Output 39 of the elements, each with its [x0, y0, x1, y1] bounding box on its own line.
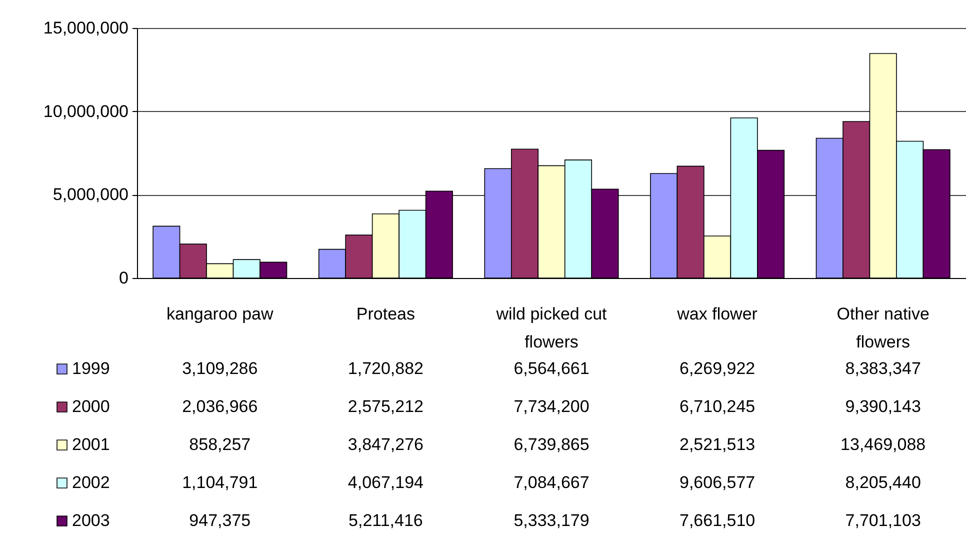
y-tick-label: 0 [119, 268, 128, 288]
data-label: 7,084,667 [514, 473, 590, 492]
x-tick-label: Other native flowers [836, 304, 930, 352]
data-label: 1,104,791 [182, 473, 258, 492]
x-tick-label: kangaroo paw [166, 304, 274, 324]
data-label: 1,720,882 [348, 359, 424, 378]
x-tick-label: Proteas [356, 304, 415, 324]
data-label: 6,710,245 [679, 397, 756, 416]
data-label: 5,333,179 [514, 511, 590, 530]
data-label: 947,375 [189, 511, 251, 530]
y-tick-label: 10,000,000 [43, 102, 128, 121]
data-label: 8,383,347 [845, 359, 921, 378]
data-label: 7,661,510 [679, 511, 756, 530]
data-label: 4,067,194 [348, 473, 424, 492]
data-label: 858,257 [189, 435, 251, 454]
y-tick-label: 5,000,000 [52, 185, 128, 204]
data-label: 3,109,286 [182, 359, 258, 378]
legend-label: 2002 [72, 473, 110, 492]
data-label: 3,847,276 [348, 435, 424, 454]
data-label: 2,521,513 [679, 435, 756, 454]
legend-label: 1999 [72, 359, 110, 378]
legend-label: 2001 [72, 435, 110, 454]
data-label: 6,564,661 [514, 359, 590, 378]
data-label: 7,701,103 [845, 511, 921, 530]
data-label: 9,606,577 [679, 473, 756, 492]
data-label: 8,205,440 [845, 473, 921, 492]
data-label: 2,575,212 [348, 397, 424, 416]
y-tick-label: 15,000,000 [43, 18, 128, 38]
x-tick-label: wild picked cut flowers [495, 304, 608, 352]
data-label: 9,390,143 [845, 397, 921, 416]
data-label: 5,211,416 [348, 511, 423, 530]
data-label: 13,469,088 [840, 435, 926, 454]
legend-label: 2000 [72, 397, 110, 416]
data-label: 6,269,922 [679, 359, 756, 378]
legend-label: 2003 [72, 511, 110, 530]
data-label: 6,739,865 [514, 435, 590, 454]
data-label: 7,734,200 [514, 397, 590, 416]
data-label: 2,036,966 [182, 397, 258, 416]
x-tick-label: wax flower [676, 304, 758, 324]
